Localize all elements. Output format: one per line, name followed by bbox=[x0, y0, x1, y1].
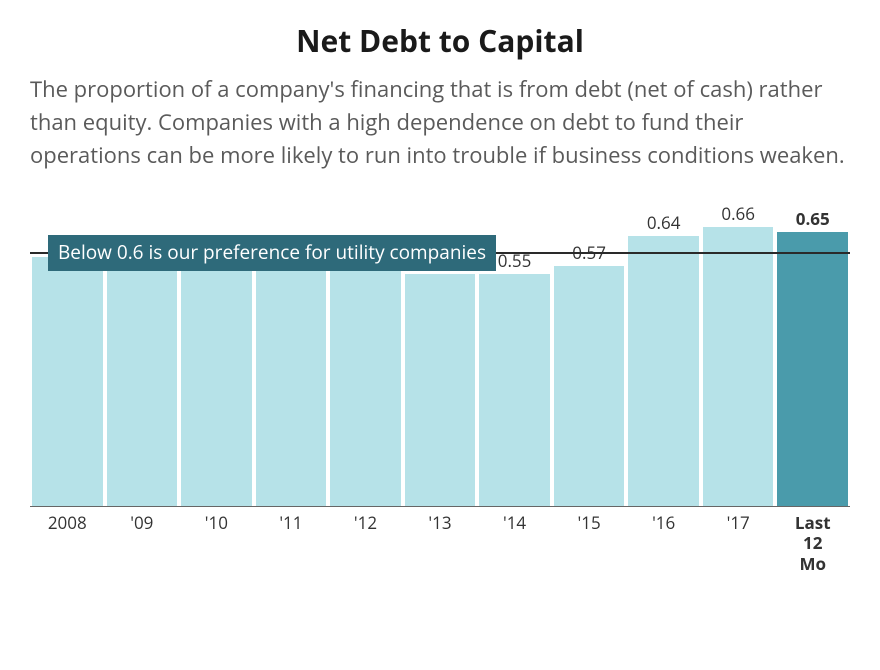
bar bbox=[554, 266, 625, 507]
x-axis-label: '17 bbox=[703, 507, 774, 572]
chart-description: The proportion of a company's financing … bbox=[30, 73, 850, 172]
x-axis-label: '14 bbox=[479, 507, 550, 572]
bar-column: 0.57 bbox=[554, 202, 625, 507]
threshold-line-rest bbox=[496, 252, 850, 254]
bar bbox=[32, 257, 103, 507]
bar bbox=[628, 236, 699, 507]
x-axis-label: '09 bbox=[107, 507, 178, 572]
threshold-dash-left bbox=[30, 252, 48, 254]
bar bbox=[479, 274, 550, 507]
bar bbox=[181, 266, 252, 507]
bar bbox=[703, 227, 774, 507]
chart-area: 0.560.550.540.530.530.540.550.570.640.66… bbox=[30, 202, 850, 572]
bar-value-label: 0.66 bbox=[703, 202, 774, 225]
x-axis-label: '12 bbox=[330, 507, 401, 572]
x-axis-label: '10 bbox=[181, 507, 252, 572]
bar-value-label: 0.65 bbox=[777, 207, 848, 230]
chart-title: Net Debt to Capital bbox=[30, 20, 850, 61]
bar-value-label: 0.64 bbox=[628, 211, 699, 234]
bar-column: 0.66 bbox=[703, 202, 774, 507]
bar-column: 0.64 bbox=[628, 202, 699, 507]
x-axis-label: 2008 bbox=[32, 507, 103, 572]
x-axis-label: '13 bbox=[405, 507, 476, 572]
x-axis-label: '11 bbox=[256, 507, 327, 572]
bar bbox=[256, 270, 327, 507]
x-axis-label: '16 bbox=[628, 507, 699, 572]
bar bbox=[107, 261, 178, 507]
bar-column: 0.65 bbox=[777, 202, 848, 507]
x-axis-label: Last12Mo bbox=[777, 507, 848, 572]
bar-highlight bbox=[777, 232, 848, 507]
bar bbox=[330, 270, 401, 507]
x-axis-labels: 2008'09'10'11'12'13'14'15'16'17Last12Mo bbox=[30, 507, 850, 572]
bar bbox=[405, 274, 476, 507]
x-axis-label: '15 bbox=[554, 507, 625, 572]
chart-container: Net Debt to Capital The proportion of a … bbox=[0, 0, 880, 572]
threshold-badge: Below 0.6 is our preference for utility … bbox=[48, 235, 496, 271]
